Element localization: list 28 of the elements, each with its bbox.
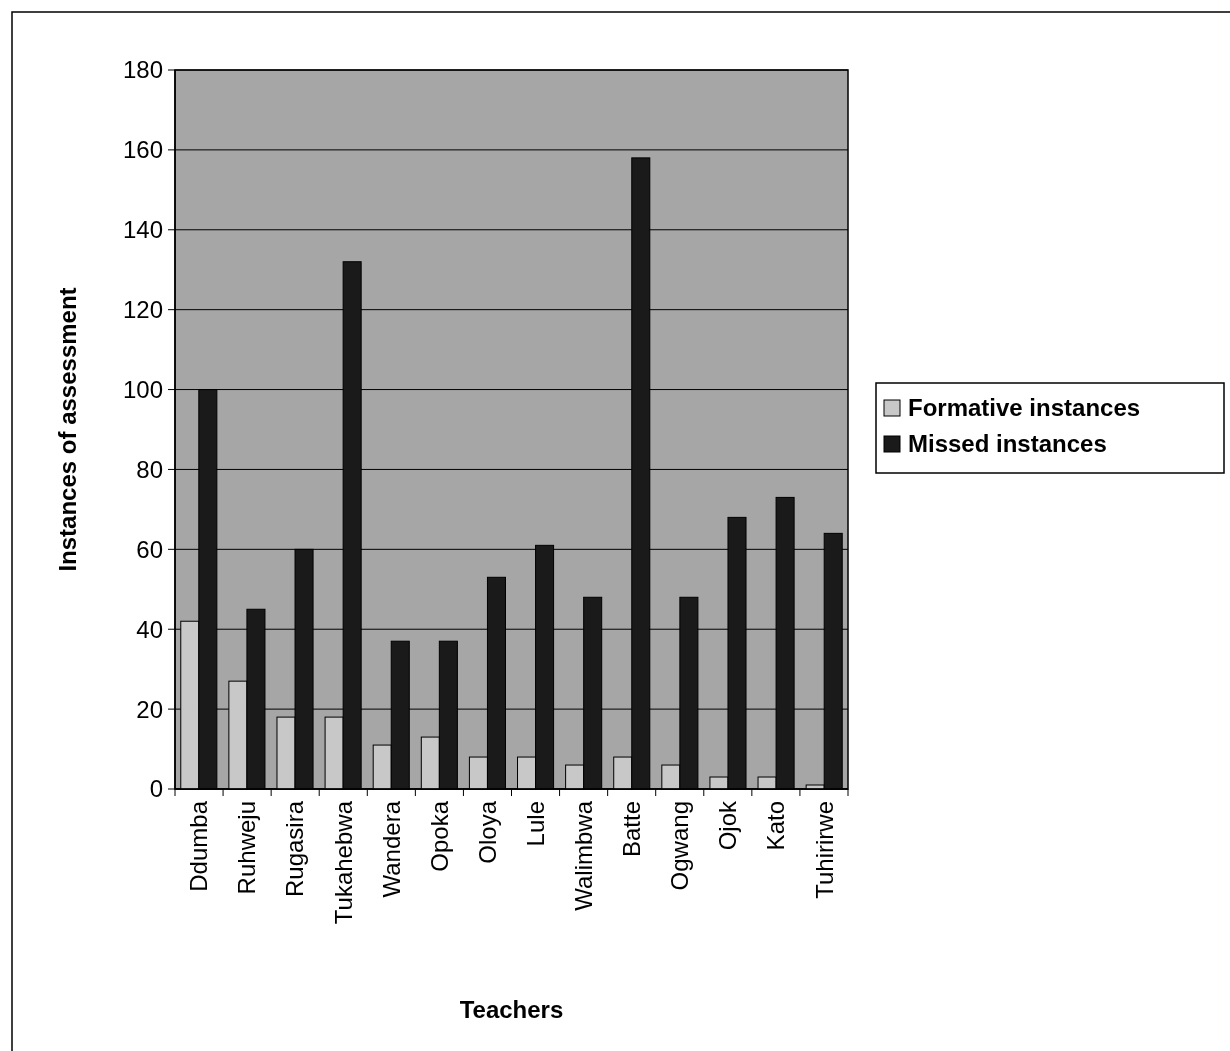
x-tick-label: Walimbwa xyxy=(570,800,598,911)
x-tick-label: Tuhirirwe xyxy=(810,801,838,899)
y-tick-label: 120 xyxy=(122,296,163,324)
x-tick-label: Ddumba xyxy=(185,800,213,892)
y-tick-label: 40 xyxy=(136,615,163,643)
x-tick-label: Lule xyxy=(521,801,549,847)
y-tick-label: 160 xyxy=(122,136,163,164)
x-tick-label: Kato xyxy=(762,801,790,851)
x-tick-label: Rugasira xyxy=(281,800,309,898)
y-tick-label: 180 xyxy=(122,56,163,84)
x-tick-label: Ojok xyxy=(714,800,742,851)
legend-label: Formative instances xyxy=(908,394,1141,422)
legend-label: Missed instances xyxy=(908,430,1107,458)
x-tick-label: Opoka xyxy=(425,800,453,872)
y-tick-label: 80 xyxy=(136,455,163,483)
y-tick-label: 100 xyxy=(122,375,163,403)
y-tick-label: 0 xyxy=(149,775,163,803)
x-tick-label: Oloya xyxy=(473,800,501,864)
x-tick-label: Batte xyxy=(618,801,646,858)
y-axis-title: Instances of assessment xyxy=(54,287,81,572)
x-tick-label: Tukahebwa xyxy=(329,800,357,925)
y-tick-label: 60 xyxy=(136,535,163,563)
x-tick-label: Ogwang xyxy=(666,801,694,891)
y-tick-label: 140 xyxy=(122,216,163,244)
x-tick-label: Ruhweju xyxy=(233,801,261,895)
x-tick-label: Wandera xyxy=(377,800,405,898)
x-axis-title: Teachers xyxy=(459,996,564,1023)
y-tick-label: 20 xyxy=(136,695,163,723)
